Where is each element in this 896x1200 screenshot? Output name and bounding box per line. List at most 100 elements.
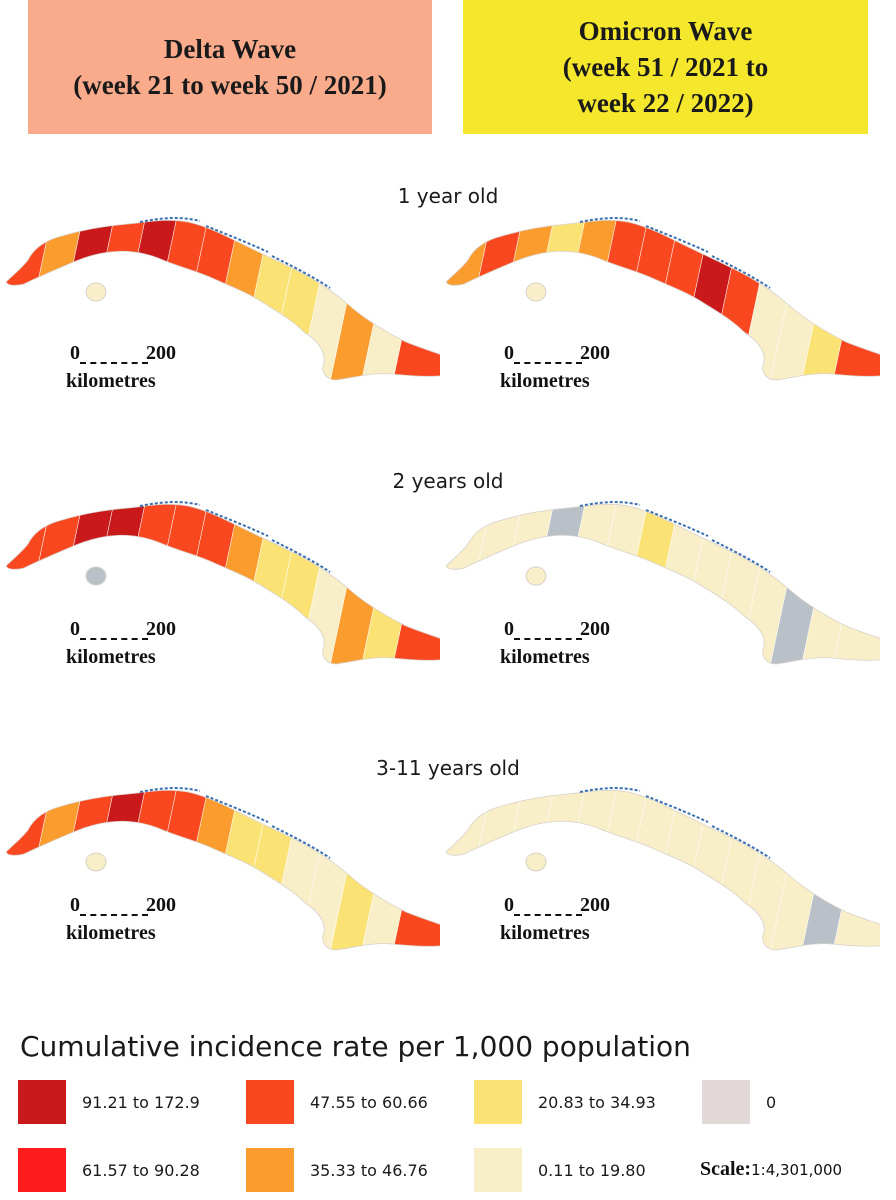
row-title-3-11-years: 3-11 years old	[376, 756, 520, 780]
scalebar: 0 200 kilometres	[66, 892, 176, 946]
scalebar-unit: kilometres	[500, 646, 590, 668]
northern-cays	[139, 787, 331, 859]
legend-label: 20.83 to 34.93	[538, 1092, 656, 1112]
northern-cays	[139, 501, 331, 573]
legend-item: 20.83 to 34.93	[474, 1080, 656, 1124]
legend-item: 61.57 to 90.28	[18, 1148, 200, 1192]
row-title-2-years: 2 years old	[392, 469, 504, 493]
cuba-choropleth-map	[5, 501, 440, 665]
municipality-region	[832, 504, 880, 665]
legend-swatch	[18, 1148, 66, 1192]
scalebar-end: 200	[146, 342, 176, 364]
legend-label: 61.57 to 90.28	[82, 1160, 200, 1180]
municipality-region	[6, 220, 42, 381]
row-title-1-year: 1 year old	[397, 184, 499, 208]
scalebar-unit: kilometres	[66, 646, 156, 668]
scalebar: 0 200 kilometres	[66, 616, 176, 670]
scalebar-unit: kilometres	[500, 370, 590, 392]
cuba-choropleth-map	[5, 787, 440, 951]
scalebar-start: 0	[504, 618, 514, 640]
legend-swatch	[246, 1148, 294, 1192]
legend-label: 0.11 to 19.80	[538, 1160, 646, 1180]
omicron-wave-period-end: week 22 / 2022)	[577, 88, 754, 118]
map-delta-3-11-years	[0, 782, 440, 952]
delta-wave-title: Delta Wave	[163, 34, 297, 64]
legend-title: Cumulative incidence rate per 1,000 popu…	[20, 1030, 691, 1063]
map-delta-1-year	[0, 212, 440, 382]
scalebar-end: 200	[146, 894, 176, 916]
legend-item: 0	[702, 1080, 776, 1124]
scalebar-start: 0	[504, 894, 514, 916]
scalebar-end: 200	[580, 342, 610, 364]
legend-item: 91.21 to 172.9	[18, 1080, 200, 1124]
legend-swatch	[246, 1080, 294, 1124]
isla-de-la-juventud	[85, 852, 107, 872]
island-outline	[5, 503, 440, 665]
island-outline	[445, 503, 880, 665]
scalebar-start: 0	[70, 894, 80, 916]
legend-swatch	[702, 1080, 750, 1124]
northern-cays	[579, 501, 771, 573]
isla-de-la-juventud	[85, 566, 107, 586]
isla-de-la-juventud	[525, 566, 547, 586]
legend-swatch	[474, 1148, 522, 1192]
map-scale-note: Scale:1:4,301,000	[700, 1158, 842, 1181]
municipality-region	[392, 220, 440, 381]
municipality-region	[832, 790, 880, 951]
legend-swatch	[18, 1080, 66, 1124]
map-omicron-2-years	[440, 496, 880, 666]
northern-cays	[579, 217, 771, 289]
municipality-region	[6, 504, 42, 665]
scalebar-unit: kilometres	[66, 922, 156, 944]
municipality-region	[6, 790, 42, 951]
municipality-region	[392, 504, 440, 665]
island-outline	[5, 219, 440, 381]
legend-label: 35.33 to 46.76	[310, 1160, 428, 1180]
legend-item: 0.11 to 19.80	[474, 1148, 646, 1192]
scalebar: 0 200 kilometres	[500, 340, 610, 394]
scalebar: 0 200 kilometres	[500, 892, 610, 946]
scalebar-start: 0	[504, 342, 514, 364]
legend-item: 35.33 to 46.76	[246, 1148, 428, 1192]
island-outline	[5, 789, 440, 951]
legend-label: 47.55 to 60.66	[310, 1092, 428, 1112]
legend-label: 0	[766, 1092, 777, 1112]
scalebar-end: 200	[580, 894, 610, 916]
municipality-region	[446, 504, 482, 665]
northern-cays	[579, 787, 771, 859]
island-outline	[445, 789, 880, 951]
isla-de-la-juventud	[525, 282, 547, 302]
municipality-region	[392, 790, 440, 951]
omicron-wave-header: Omicron Wave (week 51 / 2021 to week 22 …	[463, 0, 868, 134]
scalebar: 0 200 kilometres	[66, 340, 176, 394]
omicron-wave-title: Omicron Wave	[578, 16, 753, 46]
isla-de-la-juventud	[525, 852, 547, 872]
cuba-choropleth-map	[5, 217, 440, 381]
isla-de-la-juventud	[85, 282, 107, 302]
scalebar-end: 200	[580, 618, 610, 640]
map-omicron-1-year	[440, 212, 880, 382]
municipality-region	[832, 220, 880, 381]
legend-label: 91.21 to 172.9	[82, 1092, 200, 1112]
omicron-wave-period-start: (week 51 / 2021 to	[562, 52, 769, 82]
scalebar-end: 200	[146, 618, 176, 640]
scalebar-start: 0	[70, 618, 80, 640]
scalebar-unit: kilometres	[66, 370, 156, 392]
scalebar: 0 200 kilometres	[500, 616, 610, 670]
map-scale-value: 1:4,301,000	[751, 1161, 843, 1179]
map-omicron-3-11-years	[440, 782, 880, 952]
cuba-choropleth-map	[445, 217, 880, 381]
map-scale-label: Scale:	[700, 1158, 752, 1180]
northern-cays	[139, 217, 331, 289]
cuba-choropleth-map	[445, 787, 880, 951]
scalebar-unit: kilometres	[500, 922, 590, 944]
legend-swatch	[474, 1080, 522, 1124]
delta-wave-period: (week 21 to week 50 / 2021)	[73, 70, 387, 100]
municipality-region	[446, 220, 482, 381]
municipality-region	[446, 790, 482, 951]
delta-wave-header: Delta Wave (week 21 to week 50 / 2021)	[28, 0, 432, 134]
legend-item: 47.55 to 60.66	[246, 1080, 428, 1124]
scalebar-start: 0	[70, 342, 80, 364]
island-outline	[445, 219, 880, 381]
map-delta-2-years	[0, 496, 440, 666]
